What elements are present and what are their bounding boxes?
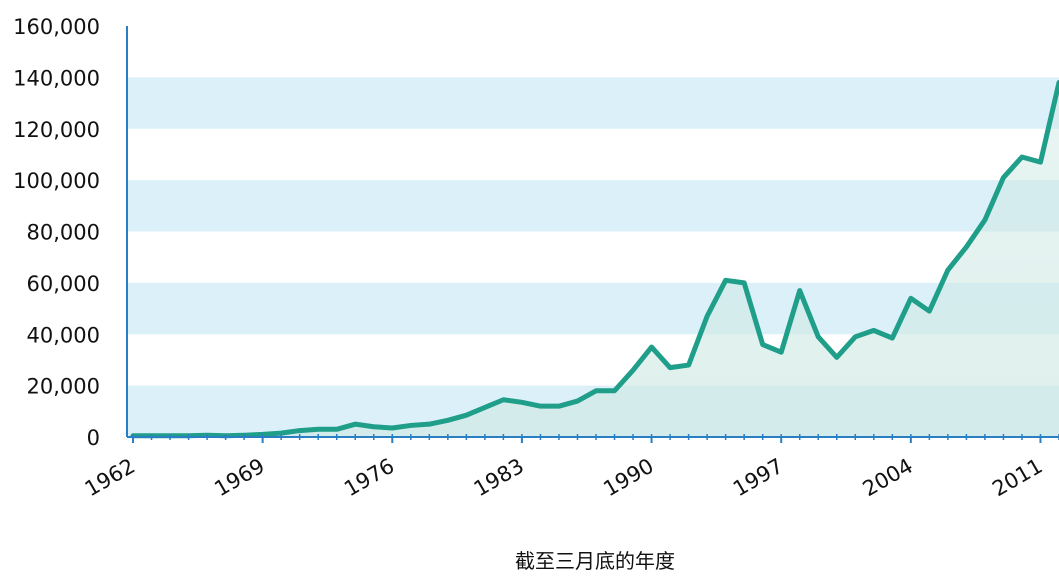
x-tick-label: 2004 [859,454,917,502]
x-tick-label: 1962 [81,454,139,502]
x-tick-label: 2011 [988,454,1046,502]
x-tick-label: 1990 [599,454,657,502]
area [133,82,1059,437]
y-tick-label: 60,000 [27,272,100,296]
line [130,80,1059,439]
y-tick-label: 80,000 [27,221,100,245]
x-tick-label: 1983 [470,454,528,502]
y-tick-label: 20,000 [27,375,100,399]
x-axis-label: 截至三月底的年度 [515,549,675,573]
grid-band [127,180,1059,232]
y-tick-label: 40,000 [27,323,100,347]
grid-band [127,77,1059,129]
y-tick-label: 100,000 [13,169,100,193]
x-tick-label: 1997 [729,454,787,502]
y-tick-label: 0 [87,426,100,450]
y-tick-label: 140,000 [13,66,100,90]
y-tick-label: 160,000 [13,15,100,39]
x-tick-label: 1969 [210,454,268,502]
y-tick-label: 120,000 [13,118,100,142]
x-tick-label: 1976 [340,454,398,502]
